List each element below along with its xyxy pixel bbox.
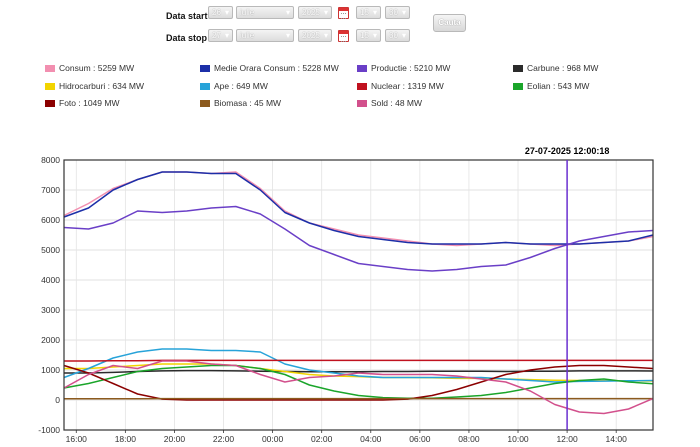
legend-item[interactable]: Medie Orara Consum : 5228 MW xyxy=(200,63,339,73)
stop-hour-select[interactable]: 15 ▾ xyxy=(356,29,381,42)
start-month-select[interactable]: iulie ▾ xyxy=(236,6,294,19)
legend-label: Carbune : 968 MW xyxy=(527,63,599,73)
y-tick-label: 6000 xyxy=(41,215,60,225)
legend-label: Ape : 649 MW xyxy=(214,81,268,91)
stop-day-select[interactable]: 27 ▾ xyxy=(208,29,233,42)
start-hour-select[interactable]: 15 ▾ xyxy=(356,6,381,19)
y-tick-label: 8000 xyxy=(41,155,60,165)
x-tick-label: 02:00 xyxy=(311,434,333,444)
legend-item[interactable]: Hidrocarburi : 634 MW xyxy=(45,81,144,91)
legend-item[interactable]: Sold : 48 MW xyxy=(357,98,422,108)
y-tick-label: 5000 xyxy=(41,245,60,255)
legend-label: Foto : 1049 MW xyxy=(59,98,120,108)
y-tick-label: 0 xyxy=(55,395,60,405)
plot-background xyxy=(64,160,653,430)
series-line-ape[interactable] xyxy=(63,348,654,383)
legend-swatch xyxy=(45,83,55,90)
legend-swatch xyxy=(357,83,367,90)
x-tick-label: 18:00 xyxy=(115,434,137,444)
series-line-productie[interactable] xyxy=(63,205,654,272)
legend-label: Hidrocarburi : 634 MW xyxy=(59,81,145,91)
legend-swatch xyxy=(45,65,55,72)
legend-item[interactable]: Ape : 649 MW xyxy=(200,81,268,91)
plot-frame xyxy=(63,159,654,431)
y-tick-label: 7000 xyxy=(41,185,60,195)
y-tick-label: 1000 xyxy=(41,365,60,375)
legend-label: Productie : 5210 MW xyxy=(371,63,451,73)
start-minute-select[interactable]: 30 ▾ xyxy=(385,6,410,19)
x-tick-label: 08:00 xyxy=(458,434,480,444)
legend-swatch xyxy=(200,65,210,72)
series-line-carbune[interactable] xyxy=(64,369,654,374)
x-tick-label: 20:00 xyxy=(164,434,186,444)
start-calendar-icon[interactable] xyxy=(338,7,349,19)
start-day-select[interactable]: 26 ▾ xyxy=(208,6,233,19)
legend-swatch xyxy=(513,83,523,90)
x-tick-label: 14:00 xyxy=(606,434,628,444)
y-tick-label: 2000 xyxy=(41,335,60,345)
legend-label: Medie Orara Consum : 5228 MW xyxy=(214,63,339,73)
stop-month-select[interactable]: iulie ▾ xyxy=(236,29,294,42)
cursor-timestamp: 27-07-2025 12:00:18 xyxy=(525,146,610,156)
legend-item[interactable]: Productie : 5210 MW xyxy=(357,63,450,73)
x-tick-label: 06:00 xyxy=(409,434,431,444)
start-date-label: Data start xyxy=(166,11,208,21)
legend-label: Biomasa : 45 MW xyxy=(214,98,282,108)
legend-swatch xyxy=(200,100,210,107)
x-tick-label: 22:00 xyxy=(213,434,235,444)
legend-item[interactable]: Carbune : 968 MW xyxy=(513,63,598,73)
legend-swatch xyxy=(45,100,55,107)
y-tick-label: 4000 xyxy=(41,275,60,285)
legend-item[interactable]: Foto : 1049 MW xyxy=(45,98,119,108)
series-line-medie-orara-consum[interactable] xyxy=(63,171,654,245)
start-year-select[interactable]: 2025 ▾ xyxy=(298,6,332,19)
x-tick-label: 00:00 xyxy=(262,434,284,444)
x-tick-label: 04:00 xyxy=(360,434,382,444)
series-line-sold[interactable] xyxy=(63,360,654,415)
stop-calendar-icon[interactable] xyxy=(338,30,349,42)
x-tick-label: 12:00 xyxy=(556,434,578,444)
legend-swatch xyxy=(357,65,367,72)
legend-label: Sold : 48 MW xyxy=(371,98,423,108)
legend-label: Eolian : 543 MW xyxy=(527,81,590,91)
x-tick-label: 16:00 xyxy=(66,434,88,444)
legend-swatch xyxy=(200,83,210,90)
legend-item[interactable]: Nuclear : 1319 MW xyxy=(357,81,444,91)
legend-item[interactable]: Eolian : 543 MW xyxy=(513,81,589,91)
stop-year-select[interactable]: 2025 ▾ xyxy=(298,29,332,42)
search-button[interactable]: Cauta xyxy=(433,14,466,32)
x-tick-label: 10:00 xyxy=(507,434,529,444)
stop-minute-select[interactable]: 30 ▾ xyxy=(385,29,410,42)
y-tick-label: -1000 xyxy=(38,425,60,435)
series-line-nuclear[interactable] xyxy=(64,359,653,362)
legend-item[interactable]: Biomasa : 45 MW xyxy=(200,98,281,108)
legend-swatch xyxy=(357,100,367,107)
legend-label: Consum : 5259 MW xyxy=(59,63,135,73)
y-tick-label: 3000 xyxy=(41,305,60,315)
stop-date-label: Data stop xyxy=(166,33,208,43)
legend-item[interactable]: Consum : 5259 MW xyxy=(45,63,134,73)
legend-swatch xyxy=(513,65,523,72)
legend-label: Nuclear : 1319 MW xyxy=(371,81,444,91)
series-line-eolian[interactable] xyxy=(63,364,654,399)
